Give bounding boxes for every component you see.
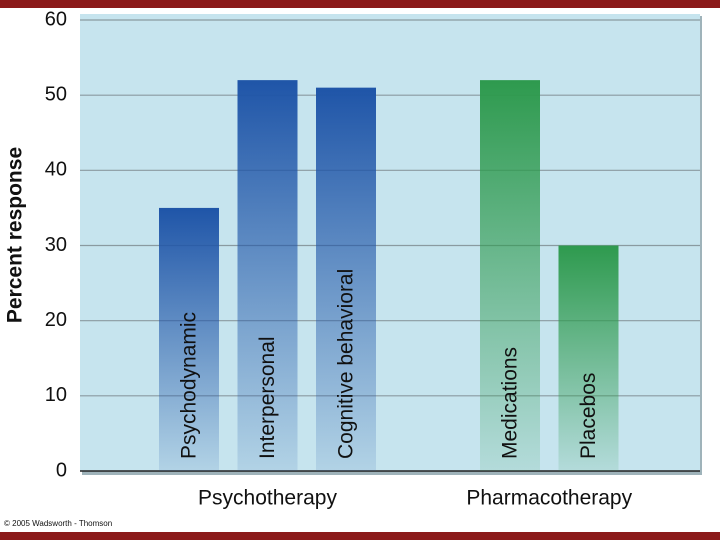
y-tick-label: 10 [45,384,67,406]
bar-label: Medications [499,347,522,459]
bar [237,80,298,471]
y-tick-label: 50 [45,83,67,105]
bar [316,87,376,472]
bar [558,245,619,471]
group-label: Psychotherapy [198,487,337,510]
y-tick-label: 30 [45,234,67,256]
y-tick-label: 0 [56,459,67,481]
bar-label: Psychodynamic [178,312,201,459]
y-tick-label: 20 [45,309,67,331]
bar-label: Interpersonal [256,336,279,459]
copyright: © 2005 Wadsworth - Thomson [4,519,112,528]
group-label: Pharmacotherapy [466,487,632,510]
bar-label: Placebos [577,373,600,459]
y-tick-label: 40 [45,159,67,181]
bottom-band [0,532,720,540]
bar [159,207,219,471]
bar-label: Cognitive behavioral [335,269,358,459]
y-tick-label: 60 [45,8,67,30]
y-axis-label: Percent response [4,147,27,323]
top-band [0,0,720,8]
bar [480,80,540,471]
